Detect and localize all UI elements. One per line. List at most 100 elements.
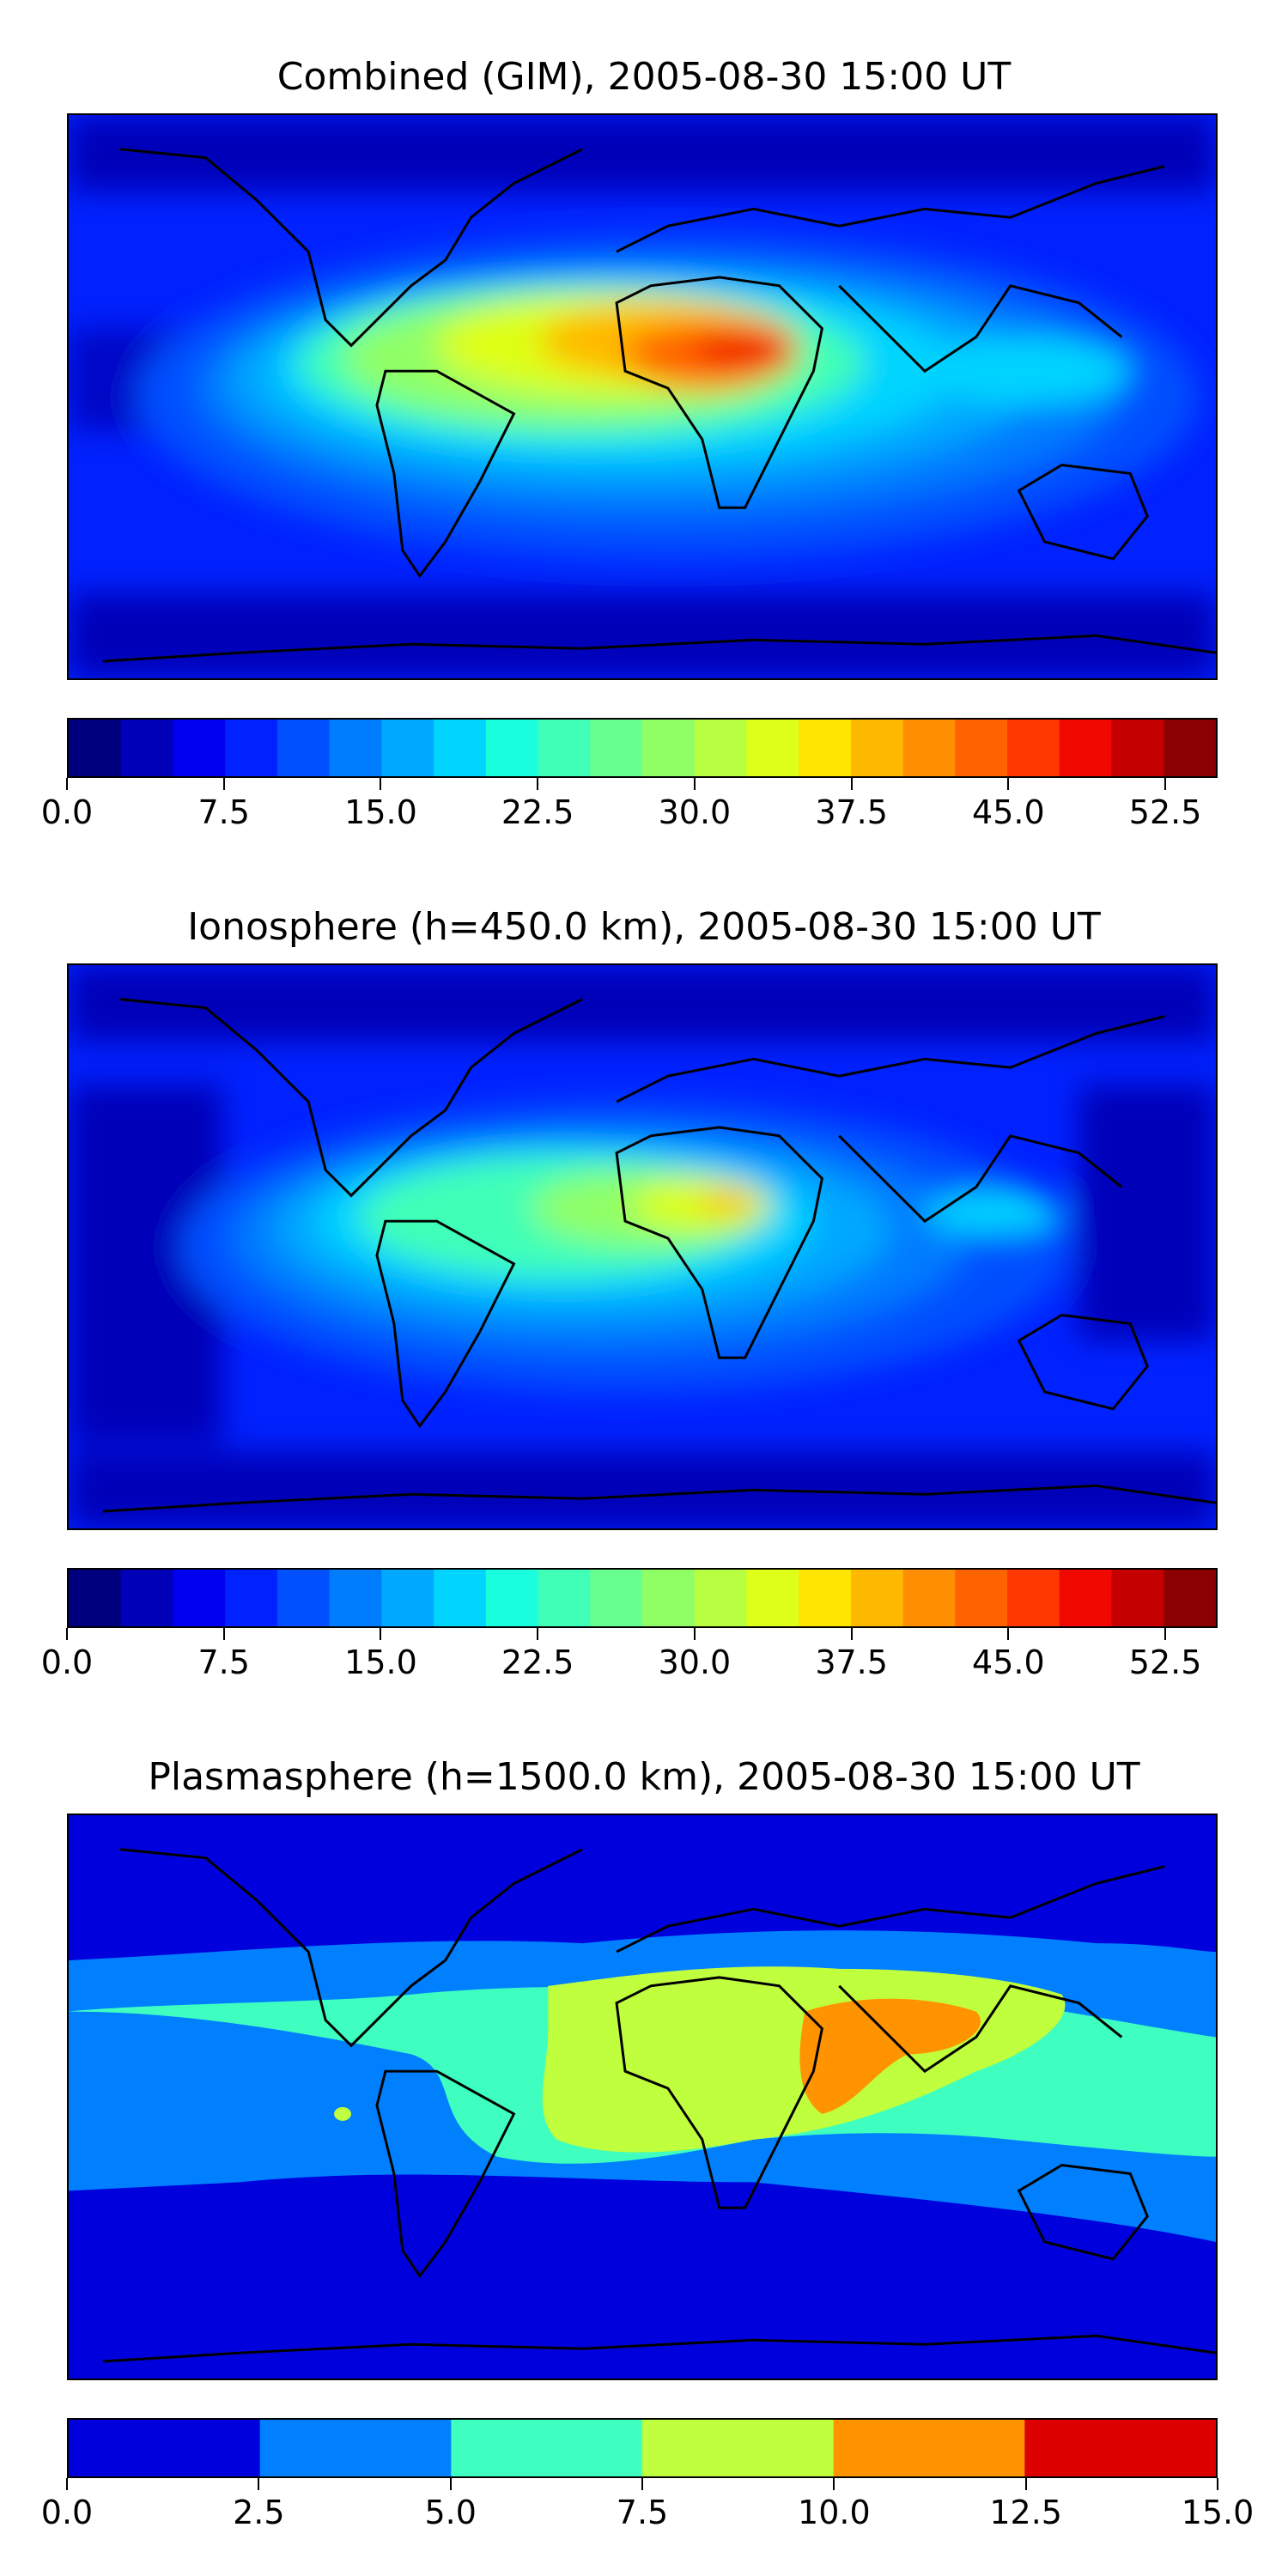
colorbar-bin bbox=[434, 720, 487, 776]
colorbar-bin bbox=[746, 1570, 799, 1626]
colorbar-bin bbox=[276, 720, 331, 776]
colorbar-tick-mark bbox=[66, 2478, 68, 2490]
colorbar-bin bbox=[120, 1570, 173, 1626]
coastlines bbox=[102, 998, 1216, 1513]
colorbar-bin bbox=[1111, 1570, 1164, 1626]
colorbar-tick-mark bbox=[537, 1628, 539, 1640]
colorbar-bin bbox=[451, 2420, 643, 2476]
colorbar-tick-mark bbox=[66, 1628, 68, 1640]
colorbar-tick-mark bbox=[258, 2478, 260, 2490]
colorbar-bin bbox=[694, 720, 747, 776]
colorbar-tick-mark bbox=[1007, 1628, 1010, 1640]
colorbar-tick-label: 52.5 bbox=[1128, 793, 1202, 831]
colorbar-bin bbox=[955, 1570, 1008, 1626]
colorbar-bin bbox=[1111, 720, 1164, 776]
colorbar-ticks: 0.0 2.5 5.0 7.5 10.0 12.5 15.0 bbox=[41, 2478, 1254, 2531]
colorbar-tick-mark bbox=[449, 2478, 452, 2490]
colorbar-tick-label: 0.0 bbox=[40, 793, 94, 831]
colorbar-tick-mark bbox=[641, 2478, 643, 2490]
colorbar-bin bbox=[381, 720, 434, 776]
colorbar-tick-mark bbox=[693, 778, 696, 790]
colorbar-bin bbox=[833, 2420, 1025, 2476]
colorbar-bin bbox=[955, 720, 1008, 776]
colorbar-tick-mark bbox=[850, 778, 853, 790]
colorbar-bin bbox=[69, 2420, 261, 2476]
colorbar-bin bbox=[850, 720, 904, 776]
colorbar-tick-mark bbox=[222, 778, 225, 790]
colorbar-tick-label: 52.5 bbox=[1128, 1643, 1202, 1681]
colorbar-tick-label: 37.5 bbox=[815, 1643, 888, 1681]
colorbar-bin bbox=[1163, 720, 1216, 776]
coastlines bbox=[102, 148, 1216, 663]
colorbar-bin bbox=[538, 1570, 591, 1626]
colorbar-ionosphere bbox=[67, 1568, 1218, 1628]
colorbar-tick-label: 7.5 bbox=[197, 1643, 250, 1681]
colorbar-plasmasphere bbox=[67, 2418, 1218, 2478]
colorbar-bin bbox=[590, 720, 643, 776]
colorbar-bin bbox=[120, 720, 173, 776]
colorbar-tick-label: 0.0 bbox=[40, 1643, 94, 1681]
colorbar-tick-label: 7.5 bbox=[616, 2494, 669, 2531]
colorbar-tick-label: 30.0 bbox=[658, 793, 732, 831]
colorbar-tick-mark bbox=[1164, 778, 1167, 790]
colorbar-bin bbox=[329, 1570, 382, 1626]
colorbar-tick-label: 2.5 bbox=[233, 2494, 285, 2531]
colorbar-tick-label: 7.5 bbox=[197, 793, 250, 831]
colorbar-bin bbox=[538, 720, 591, 776]
colorbar-bin bbox=[1007, 1570, 1060, 1626]
colorbar-tick-mark bbox=[1164, 1628, 1167, 1640]
colorbar-tick-label: 15.0 bbox=[344, 1643, 417, 1681]
colorbar-ticks: 0.0 7.5 15.0 22.5 30.0 37.5 45.0 52.5 bbox=[41, 1628, 1218, 1681]
colorbar-bin bbox=[225, 1570, 278, 1626]
colorbar-bin bbox=[799, 720, 852, 776]
colorbar-tick-label: 30.0 bbox=[658, 1643, 732, 1681]
colorbar-bin bbox=[329, 720, 382, 776]
tec-map-combined bbox=[67, 113, 1218, 680]
colorbar-bin bbox=[434, 1570, 487, 1626]
colorbar-bin bbox=[485, 1570, 539, 1626]
colorbar-tick-label: 22.5 bbox=[501, 793, 574, 831]
colorbar-bin bbox=[381, 1570, 434, 1626]
colorbar-tick-label: 0.0 bbox=[40, 2494, 94, 2531]
colorbar-bin bbox=[1007, 720, 1060, 776]
colorbar-tick-mark bbox=[693, 1628, 696, 1640]
colorbar-tick-mark bbox=[66, 778, 68, 790]
colorbar-tick-mark bbox=[850, 1628, 853, 1640]
colorbar-tick-mark bbox=[222, 1628, 225, 1640]
colorbar-tick-mark bbox=[833, 2478, 835, 2490]
colorbar-bin bbox=[799, 1570, 852, 1626]
colorbar-tick-label: 45.0 bbox=[972, 793, 1045, 831]
colorbar-bin bbox=[694, 1570, 747, 1626]
colorbar-bin bbox=[69, 720, 122, 776]
colorbar-ticks: 0.0 7.5 15.0 22.5 30.0 37.5 45.0 52.5 bbox=[41, 778, 1218, 831]
colorbar-bin bbox=[259, 2420, 452, 2476]
colorbar-bin bbox=[1059, 1570, 1113, 1626]
colorbar-tick-label: 15.0 bbox=[344, 793, 417, 831]
colorbar-bin bbox=[642, 1570, 696, 1626]
colorbar-bin bbox=[225, 720, 278, 776]
colorbar-tick-label: 22.5 bbox=[501, 1643, 574, 1681]
chart-title: Combined (GIM), 2005-08-30 15:00 UT bbox=[276, 55, 1012, 99]
chart-title: Ionosphere (h=450.0 km), 2005-08-30 15:0… bbox=[187, 905, 1101, 949]
chart-title: Plasmasphere (h=1500.0 km), 2005-08-30 1… bbox=[148, 1755, 1140, 1799]
colorbar-bin bbox=[173, 720, 226, 776]
colorbar-tick-label: 37.5 bbox=[815, 793, 888, 831]
colorbar-combined bbox=[67, 718, 1218, 778]
colorbar-tick-label: 10.0 bbox=[798, 2494, 871, 2531]
tec-map-ionosphere bbox=[67, 963, 1218, 1530]
colorbar-tick-mark bbox=[380, 778, 382, 790]
colorbar-bin bbox=[590, 1570, 643, 1626]
colorbar-tick-mark bbox=[1217, 2478, 1218, 2490]
coastlines bbox=[102, 1848, 1216, 2363]
colorbar-tick-label: 15.0 bbox=[1181, 2494, 1255, 2531]
colorbar-bin bbox=[746, 720, 799, 776]
colorbar-bin bbox=[642, 2420, 835, 2476]
tec-map-plasmasphere bbox=[67, 1814, 1218, 2380]
colorbar-bin bbox=[1059, 720, 1113, 776]
colorbar-tick-label: 12.5 bbox=[989, 2494, 1062, 2531]
colorbar-tick-mark bbox=[1007, 778, 1010, 790]
colorbar-bin bbox=[850, 1570, 904, 1626]
colorbar-tick-label: 45.0 bbox=[972, 1643, 1045, 1681]
colorbar-bin bbox=[485, 720, 539, 776]
colorbar-bin bbox=[69, 1570, 122, 1626]
